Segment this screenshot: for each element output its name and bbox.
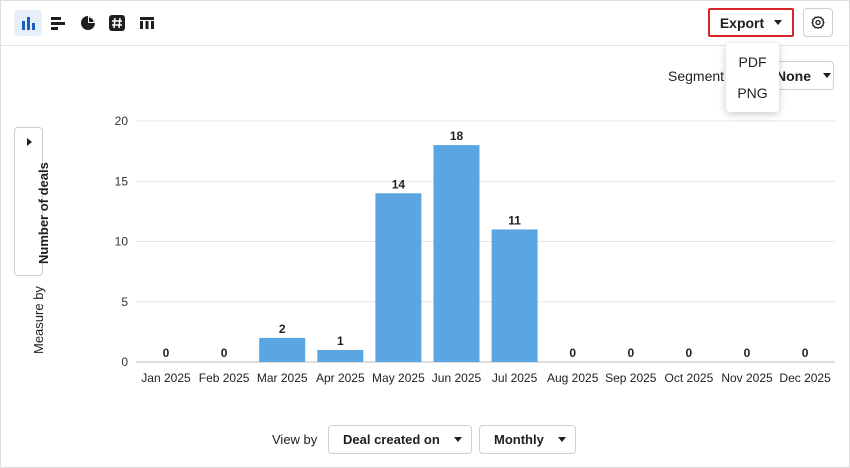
x-tick-label: Dec 2025 (779, 371, 831, 385)
data-label: 0 (686, 346, 693, 360)
x-tick-label: Feb 2025 (199, 371, 250, 385)
data-label: 0 (627, 346, 634, 360)
toolbar: Export (0, 0, 850, 46)
bar (491, 229, 538, 362)
segment-label: Segment (668, 68, 725, 84)
data-label: 14 (392, 177, 406, 191)
data-label: 0 (221, 346, 228, 360)
x-tick-label: Jul 2025 (492, 371, 538, 385)
data-label: 0 (163, 346, 170, 360)
data-label: 1 (337, 334, 344, 348)
x-tick-label: Apr 2025 (316, 371, 365, 385)
export-label: Export (719, 14, 765, 31)
interval-value: Monthly (494, 432, 544, 447)
segment-value: None (776, 67, 811, 84)
bar (375, 193, 422, 362)
pie-chart-icon[interactable] (74, 10, 102, 36)
table-icon[interactable] (133, 10, 161, 36)
x-tick-label: Mar 2025 (257, 371, 308, 385)
view-by-label: View by (272, 432, 318, 447)
export-button[interactable]: Export (708, 8, 794, 37)
export-menu: PDF PNG (726, 43, 779, 112)
x-tick-label: Jan 2025 (141, 371, 191, 385)
chevron-right-icon (27, 138, 32, 146)
bar (259, 337, 306, 362)
x-tick-label: Aug 2025 (547, 371, 599, 385)
y-tick-label: 5 (121, 295, 128, 309)
export-option-png[interactable]: PNG (737, 85, 768, 101)
data-label: 18 (450, 129, 464, 143)
export-option-pdf[interactable]: PDF (738, 54, 767, 70)
bar (433, 145, 480, 362)
data-label: 2 (279, 322, 286, 336)
gear-icon (811, 15, 825, 29)
view-by-field-value: Deal created on (343, 432, 440, 447)
chevron-down-icon (823, 73, 831, 78)
chevron-down-icon (557, 437, 566, 442)
data-label: 0 (569, 346, 576, 360)
number-icon[interactable] (103, 10, 131, 36)
y-tick-label: 15 (115, 174, 129, 188)
x-tick-label: Jun 2025 (432, 371, 482, 385)
chevron-down-icon (774, 20, 783, 25)
data-label: 0 (802, 346, 809, 360)
view-by-field-select[interactable]: Deal created on (328, 425, 472, 454)
measure-select[interactable]: Number of deals (14, 127, 51, 276)
chevron-down-icon (453, 437, 462, 442)
x-tick-label: May 2025 (372, 371, 425, 385)
bar-chart-icon[interactable] (44, 10, 72, 36)
column-chart-icon[interactable] (14, 10, 42, 36)
x-tick-label: Sep 2025 (605, 371, 657, 385)
x-tick-label: Oct 2025 (665, 371, 714, 385)
y-tick-label: 10 (115, 235, 129, 249)
interval-select[interactable]: Monthly (479, 425, 576, 454)
data-label: 11 (508, 213, 521, 227)
x-tick-label: Nov 2025 (721, 371, 773, 385)
y-tick-label: 20 (115, 114, 129, 128)
bar (317, 349, 364, 362)
segment-select[interactable]: None (768, 61, 834, 90)
y-tick-label: 0 (121, 355, 128, 369)
settings-button[interactable] (803, 8, 833, 37)
data-label: 0 (744, 346, 751, 360)
